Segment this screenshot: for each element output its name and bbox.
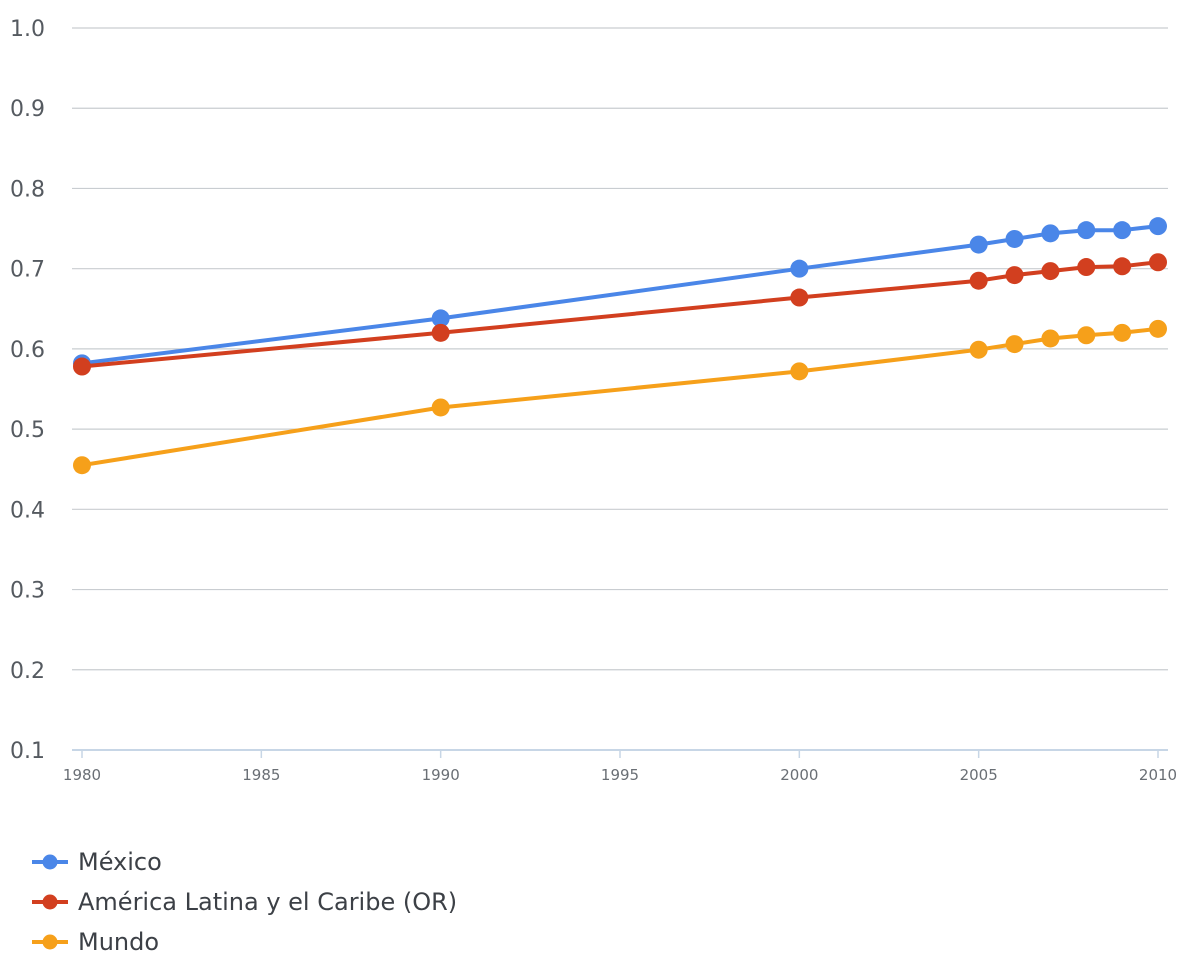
legend-label: América Latina y el Caribe (OR) (78, 888, 458, 916)
y-tick-label: 1.0 (10, 17, 45, 42)
legend-item[interactable]: México (30, 842, 457, 882)
legend-marker-icon (32, 934, 68, 950)
series-line (80, 224, 1160, 366)
legend-item[interactable]: Mundo (30, 922, 457, 962)
data-point[interactable] (1149, 253, 1167, 272)
data-point[interactable] (1113, 323, 1132, 342)
data-point[interactable] (1113, 221, 1132, 240)
data-point[interactable] (1041, 224, 1060, 243)
y-tick-label: 0.6 (10, 338, 45, 363)
legend-dot (42, 934, 58, 950)
legend-marker-icon (32, 854, 68, 870)
legend-label: México (78, 848, 162, 876)
legend-marker-icon (32, 894, 68, 910)
data-point[interactable] (431, 323, 450, 342)
gridlines: 1.0 0.9 0.8 0.7 0.6 0.5 0.4 0.3 0.2 0.1 (10, 17, 1168, 764)
x-tick-label: 1985 (242, 766, 280, 784)
data-point[interactable] (431, 309, 450, 328)
data-point[interactable] (969, 340, 988, 359)
data-point[interactable] (1005, 335, 1024, 354)
data-point[interactable] (1005, 229, 1024, 248)
data-point[interactable] (1041, 262, 1060, 281)
data-point[interactable] (969, 235, 988, 254)
legend-item[interactable]: América Latina y el Caribe (OR) (30, 882, 457, 922)
series-layer (73, 217, 1167, 475)
legend-dot (42, 894, 58, 910)
data-point[interactable] (790, 259, 809, 278)
data-point[interactable] (431, 398, 450, 417)
data-point[interactable] (790, 362, 809, 381)
data-point[interactable] (1077, 258, 1096, 277)
x-tick-label: 1980 (63, 766, 101, 784)
data-point[interactable] (1149, 319, 1167, 338)
y-tick-label: 0.4 (10, 498, 45, 523)
data-point[interactable] (73, 456, 91, 475)
x-tick-label: 2010 (1139, 766, 1177, 784)
y-tick-label: 0.5 (10, 418, 45, 443)
data-point[interactable] (790, 288, 809, 307)
series-line (80, 260, 1160, 369)
series-0 (73, 217, 1167, 373)
data-point[interactable] (1005, 266, 1024, 285)
data-point[interactable] (1041, 329, 1060, 348)
y-tick-label: 0.2 (10, 659, 45, 684)
y-tick-label: 0.9 (10, 97, 45, 122)
y-tick-label: 0.1 (10, 739, 45, 764)
y-tick-label: 0.7 (10, 258, 45, 283)
y-tick-label: 0.3 (10, 579, 45, 604)
data-point[interactable] (1077, 221, 1096, 240)
legend-dot (42, 854, 58, 870)
series-1 (73, 253, 1167, 376)
data-point[interactable] (969, 271, 988, 290)
legend-label: Mundo (78, 928, 160, 956)
data-point[interactable] (1077, 326, 1096, 345)
line-chart: 1.00.90.80.70.60.50.40.30.20.1 1980 1985 1… (10, 17, 1177, 784)
x-tick-label: 1995 (601, 766, 639, 784)
legend: México América Latina y el Caribe (OR) Mun… (30, 842, 457, 962)
data-point[interactable] (1149, 217, 1167, 236)
x-tick-label: 1990 (422, 766, 460, 784)
series-2 (73, 319, 1167, 475)
data-point[interactable] (73, 357, 91, 376)
x-tick-label: 2000 (780, 766, 818, 784)
y-tick-label: 0.8 (10, 177, 45, 202)
x-axis: 1980 1985 1990 1995 2000 2005 2010 (63, 749, 1177, 784)
x-tick-label: 2005 (960, 766, 998, 784)
data-point[interactable] (1113, 257, 1132, 276)
